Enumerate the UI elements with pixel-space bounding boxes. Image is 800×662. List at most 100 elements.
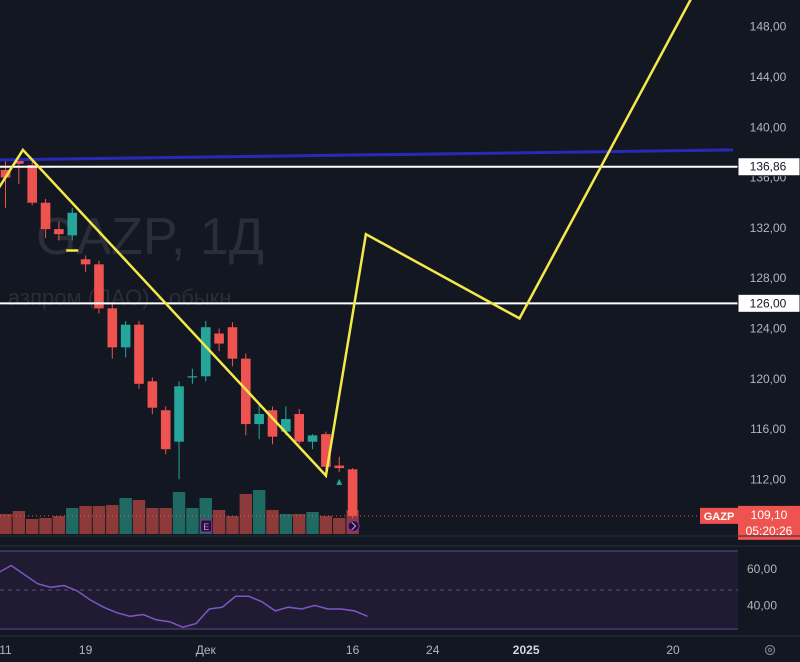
volume-bar [266,510,279,534]
volume-bar [333,518,346,534]
candle[interactable] [254,403,264,440]
volume-bar [186,508,199,534]
candle-body [67,212,78,236]
candle[interactable] [27,161,37,206]
level-label-text: 136,86 [750,160,787,174]
chart-markers[interactable]: E [176,409,360,533]
candle[interactable] [334,456,345,472]
candle-body [200,327,211,377]
volume-bar [79,506,92,534]
time-tick-label: 16 [346,643,360,657]
candle-body [321,434,331,467]
level-price-label[interactable]: 136,86 [737,157,800,177]
candle[interactable] [227,322,238,367]
price-tick-label: 120,00 [750,372,787,386]
dividend-marker[interactable] [347,520,360,532]
candle-body [160,410,171,450]
candle-body [347,469,358,516]
volume-bar [39,518,52,534]
dividend-marker-circle [347,520,360,532]
volume-bar [172,492,186,534]
zigzag-projection[interactable] [0,0,693,479]
drawings[interactable] [0,0,738,479]
candle[interactable] [94,260,104,314]
time-tick-label: 11 [0,643,12,657]
candle[interactable] [347,468,358,519]
price-tick-label: 140,00 [750,120,787,134]
candle[interactable] [200,320,211,382]
candle-body [254,414,264,425]
candle-body [307,435,318,442]
price-tick-label: 132,00 [750,221,787,235]
candle[interactable] [241,353,251,436]
candle-body [281,419,291,432]
time-axis[interactable]: 11 19 Дек 16 24 2025 20 [0,643,680,657]
volume-bar [293,514,306,534]
volume-bar [279,514,293,534]
volume-bar [132,500,146,534]
candle[interactable] [80,255,91,272]
volume-bar [306,512,319,534]
volume-bar [0,514,12,534]
volume-bar [239,494,252,534]
signal-arrow-icon[interactable] [176,409,183,416]
candle-body [241,358,251,425]
bar-countdown: 05:20:26 [746,524,793,538]
candle[interactable] [267,406,278,445]
level-price-label[interactable]: 126,00 [737,293,800,313]
volume-bar [119,498,132,534]
volume-bar [252,490,266,534]
rsi-tick-label: 60,00 [747,562,777,576]
candle-body [227,327,238,359]
level-label-box [737,293,800,313]
candle[interactable] [107,303,118,359]
candle-body [187,376,198,378]
level-label-text: 126,00 [750,296,787,310]
time-tick-label: 20 [666,643,680,657]
candle[interactable] [160,406,171,455]
candle-body [27,164,37,203]
volume-bar [52,516,66,534]
candle-body [334,465,345,469]
time-tick-label: 19 [79,643,93,657]
price-tick-label: 124,00 [750,321,787,335]
candle[interactable] [321,431,331,472]
candle[interactable] [294,408,304,445]
price-axis[interactable]: 148,00 144,00 140,00 132,00 128,00 124,00 120,… [750,20,787,487]
candle[interactable] [120,320,131,358]
time-tick-label: 24 [426,643,440,657]
price-tick-label: 144,00 [750,70,787,84]
time-tick-label: 2025 [513,643,540,657]
gear-icon[interactable] [764,644,776,656]
rsi-axis[interactable]: 60,00 40,00 [747,562,777,612]
rsi-line[interactable] [0,564,368,628]
candle-body [94,264,104,309]
candle-body [120,324,131,348]
volume-bar [319,516,333,534]
candle[interactable] [214,328,224,352]
volume-bar [146,508,159,534]
candle[interactable] [0,161,11,208]
signal-arrow-icon[interactable] [336,478,343,485]
candle[interactable] [307,434,318,450]
rsi-tick-label: 40,00 [747,598,777,612]
earnings-marker[interactable]: E [200,519,213,533]
candle[interactable] [54,221,64,241]
candle[interactable] [147,377,158,415]
candle[interactable] [134,320,144,389]
candle-body [14,159,24,164]
watermark-name: азпром (ПАО) - обыкн. [8,285,238,310]
current-price-badge[interactable]: GAZP 109,10 05:20:26 [700,505,800,540]
candle-body [107,308,118,348]
candle[interactable] [67,207,78,241]
price-tick-label: 148,00 [750,20,787,34]
candle-body [294,414,304,442]
candle[interactable] [281,406,291,436]
level-labels[interactable]: 136,86 126,00 [737,157,800,313]
candle[interactable] [40,198,51,238]
earnings-marker-label: E [203,522,209,532]
candle[interactable] [187,368,198,384]
candle-body [147,381,158,408]
volume-bar [226,516,239,534]
